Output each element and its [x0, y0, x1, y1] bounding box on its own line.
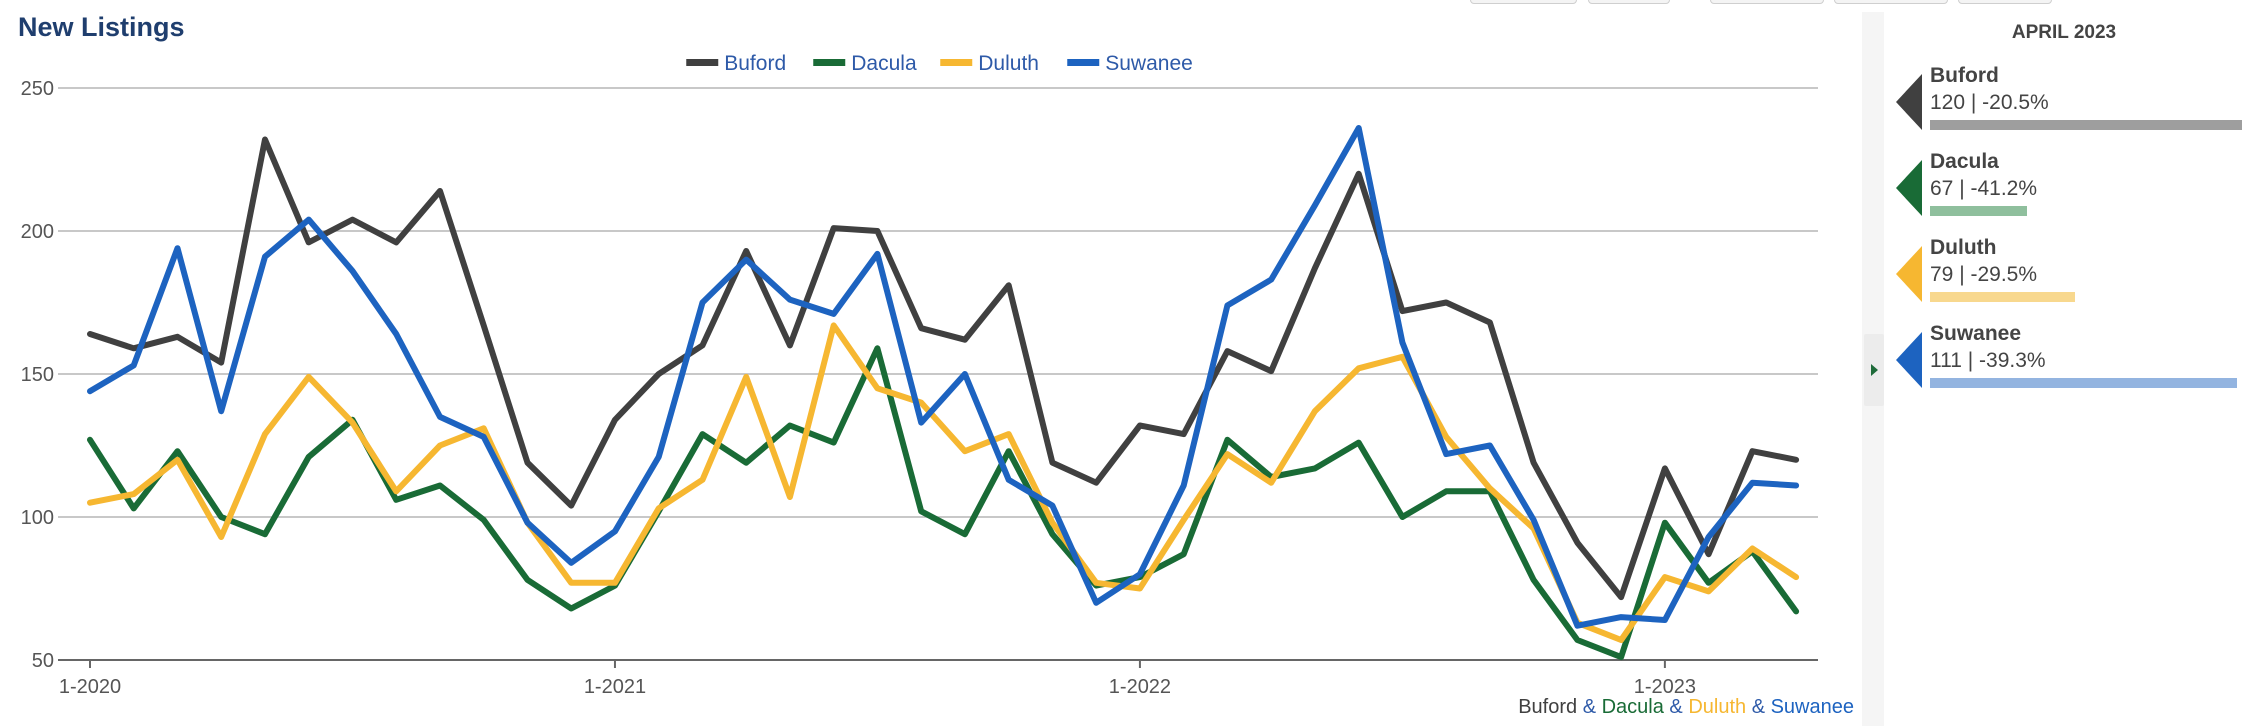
legend-swatch: [1067, 59, 1100, 66]
series-line-duluth: [87, 322, 1800, 643]
series-line-suwanee: [87, 125, 1800, 629]
collapse-panel-toggle[interactable]: [1864, 334, 1884, 406]
y-tick-label: 250: [21, 78, 54, 100]
y-tick-label: 100: [21, 507, 54, 529]
chart-title: New Listings: [18, 12, 185, 42]
footer-ampersand: &: [1746, 696, 1771, 718]
panel-period-header: APRIL 2023: [2011, 22, 2117, 43]
y-tick-label: 150: [21, 364, 54, 386]
stat-item-suwanee[interactable]: Suwanee 111 | -39.3%: [1886, 322, 2242, 402]
x-tick-label: 1-2020: [59, 676, 121, 698]
legend-label: Buford: [724, 52, 786, 75]
stat-value: 79 | -29.5%: [1930, 263, 2038, 286]
stat-value: 120 | -20.5%: [1930, 91, 2049, 114]
stat-name: Suwanee: [1930, 322, 2022, 345]
stat-value: 67 | -41.2%: [1930, 177, 2038, 200]
series-marker-icon: [1896, 332, 1922, 388]
footer-series-dacula: Dacula: [1601, 696, 1664, 718]
legend-swatch: [813, 59, 846, 66]
stat-bar: [1930, 292, 2075, 302]
series-marker-icon: [1896, 246, 1922, 302]
stat-name: Buford: [1930, 64, 1999, 87]
series-line-buford: [87, 136, 1800, 601]
footer-ampersand: &: [1577, 696, 1602, 718]
legend-label: Duluth: [978, 52, 1039, 75]
legend-label: Dacula: [851, 52, 917, 75]
stat-bar: [1930, 378, 2237, 388]
stat-bar: [1930, 206, 2027, 216]
legend-label: Suwanee: [1105, 52, 1193, 75]
stat-value: 111 | -39.3%: [1930, 349, 2046, 372]
top-tab-strip: [1470, 0, 2052, 4]
series-marker-icon: [1896, 74, 1922, 130]
chevron-right-icon: [1871, 364, 1878, 376]
stat-item-duluth[interactable]: Duluth 79 | -29.5%: [1886, 236, 2242, 316]
legend-swatch: [686, 59, 719, 66]
y-tick-label: 50: [32, 650, 54, 672]
stat-item-buford[interactable]: Buford 120 | -20.5%: [1886, 64, 2242, 144]
footer-series-suwanee: Suwanee: [1770, 696, 1854, 718]
stat-name: Duluth: [1930, 236, 1997, 259]
legend-swatch: [940, 59, 973, 66]
footer-ampersand: &: [1663, 696, 1689, 718]
x-tick-label: 1-2022: [1109, 676, 1171, 698]
stat-bar: [1930, 120, 2242, 130]
stat-item-dacula[interactable]: Dacula 67 | -41.2%: [1886, 150, 2242, 230]
series-marker-icon: [1896, 160, 1922, 216]
x-tick-label: 1-2021: [584, 676, 646, 698]
line-chart: 50 100 150 200 250 1-2020 1-2021 1-2022 1-2023 Bu…: [21, 52, 1818, 698]
footer-series-buford: Buford: [1518, 696, 1578, 718]
side-stats-panel: APRIL 2023 Buford 120 | -20.5% Dacula 67…: [1886, 0, 2242, 726]
y-tick-label: 200: [21, 221, 54, 243]
footer-series-duluth: Duluth: [1688, 696, 1747, 718]
x-tick-label: 1-2023: [1634, 676, 1696, 698]
footer-series-legend: Buford & Dacula & Duluth & Suwanee: [1518, 696, 1854, 719]
stat-name: Dacula: [1930, 150, 1999, 173]
